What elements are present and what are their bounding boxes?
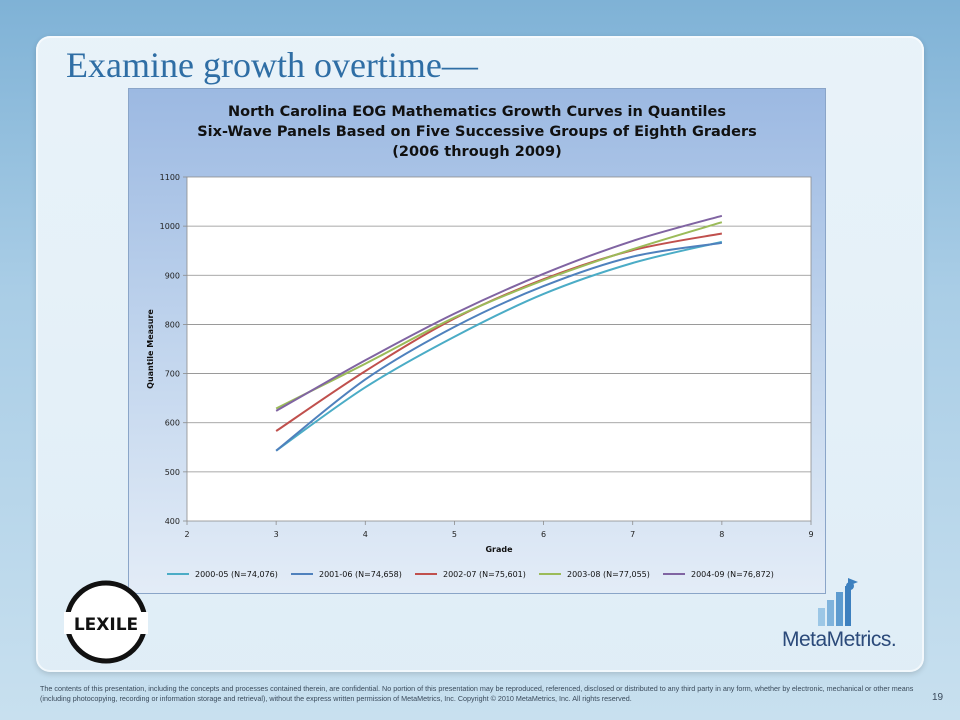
chart-container: North Carolina EOG Mathematics Growth Cu… xyxy=(128,88,826,594)
x-axis-title: Grade xyxy=(485,545,513,554)
y-tick-label: 500 xyxy=(165,468,180,477)
x-tick-label: 5 xyxy=(452,530,457,539)
legend-item: 2001-06 (N=74,658) xyxy=(291,570,402,579)
x-tick-label: 8 xyxy=(719,530,724,539)
confidentiality-footer: The contents of this presentation, inclu… xyxy=(40,684,914,703)
metametrics-logo-mark xyxy=(818,578,858,626)
series-line-5 xyxy=(275,214,723,412)
y-tick-label: 800 xyxy=(165,320,180,329)
legend-item: 2003-08 (N=77,055) xyxy=(539,570,650,579)
chart-title: North Carolina EOG Mathematics Growth Cu… xyxy=(197,104,757,160)
growth-curves-chart: North Carolina EOG Mathematics Growth Cu… xyxy=(146,104,814,579)
series-line-2 xyxy=(275,241,723,452)
legend-label: 2004-09 (N=76,872) xyxy=(691,570,774,579)
series-lines xyxy=(275,214,723,452)
y-tick-label: 1000 xyxy=(160,222,180,231)
legend-label: 2000-05 (N=74,076) xyxy=(195,570,278,579)
legend-label: 2001-06 (N=74,658) xyxy=(319,570,402,579)
page-number: 19 xyxy=(932,692,944,703)
series-line-1 xyxy=(275,240,723,452)
x-tick-label: 9 xyxy=(808,530,813,539)
chart-title-line-2: Six-Wave Panels Based on Five Successive… xyxy=(197,124,757,140)
y-axis-title: Quantile Measure xyxy=(146,309,155,389)
lexile-logo: LEXILE xyxy=(64,580,148,664)
axes: 400 500 600 700 800 900 1000 1100 2 3 4 5 6 7 8 9 xyxy=(160,173,814,539)
metametrics-logo-text: MetaMetrics. xyxy=(782,628,897,651)
series-line-4 xyxy=(275,221,723,410)
y-tick-label: 1100 xyxy=(160,173,180,182)
chart-title-line-1: North Carolina EOG Mathematics Growth Cu… xyxy=(228,104,726,120)
y-tick-label: 400 xyxy=(165,517,180,526)
plot-area xyxy=(186,176,812,522)
lexile-logo-text: LEXILE xyxy=(74,615,138,635)
x-tick-label: 2 xyxy=(184,530,189,539)
y-tick-label: 700 xyxy=(165,370,180,379)
x-tick-label: 6 xyxy=(541,530,546,539)
legend-label: 2002-07 (N=75,601) xyxy=(443,570,526,579)
legend-label: 2003-08 (N=77,055) xyxy=(567,570,650,579)
y-tick-label: 600 xyxy=(165,419,180,428)
legend-item: 2002-07 (N=75,601) xyxy=(415,570,526,579)
legend: 2000-05 (N=74,076) 2001-06 (N=74,658) 2002… xyxy=(167,570,774,579)
chart-title-line-3: (2006 through 2009) xyxy=(392,144,561,160)
x-tick-label: 4 xyxy=(363,530,368,539)
legend-item: 2000-05 (N=74,076) xyxy=(167,570,278,579)
x-tick-label: 7 xyxy=(630,530,635,539)
y-tick-label: 900 xyxy=(165,271,180,280)
x-tick-label: 3 xyxy=(274,530,279,539)
legend-item: 2004-09 (N=76,872) xyxy=(663,570,774,579)
slide-title: Examine growth overtime— xyxy=(66,45,478,85)
